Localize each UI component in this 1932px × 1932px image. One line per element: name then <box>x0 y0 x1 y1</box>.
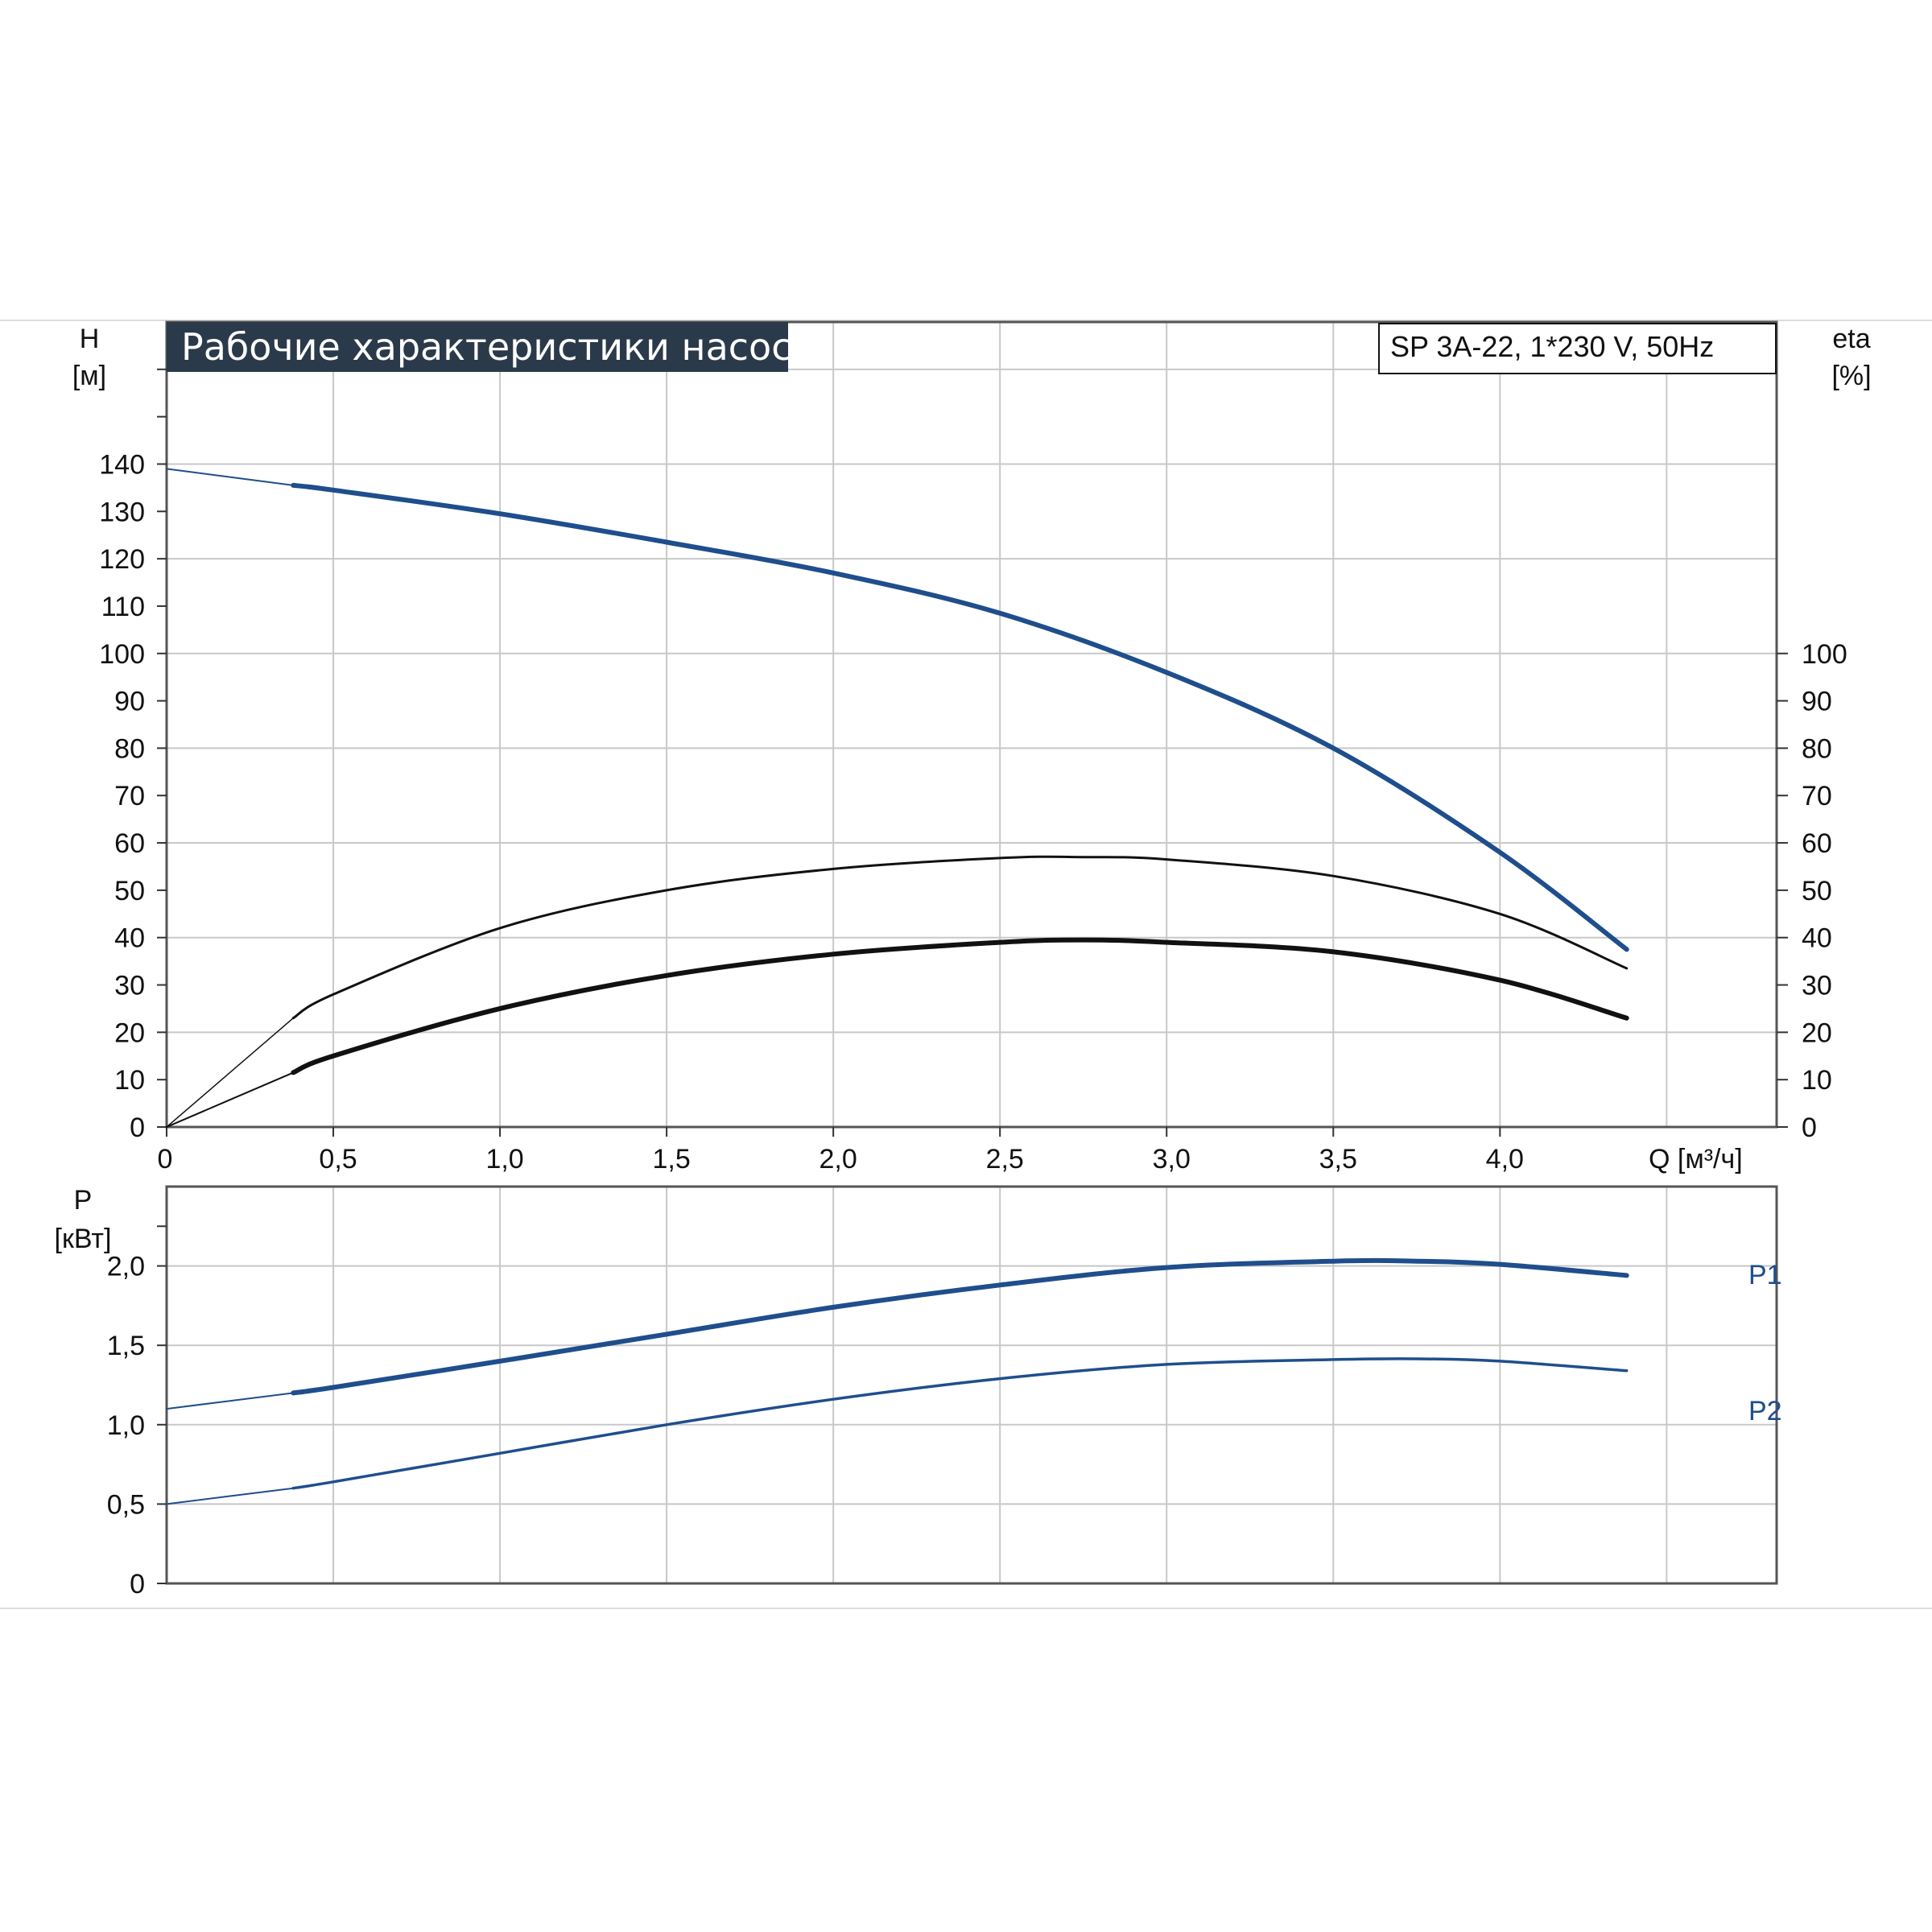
upper-right-tick-label: 40 <box>1802 923 1832 954</box>
upper-left-tick-label: 100 <box>99 639 145 670</box>
x-tick-label: 3,0 <box>1153 1144 1191 1174</box>
left-axis-unit-m: [м] <box>72 361 106 391</box>
upper-left-tick-label: 140 <box>99 449 145 480</box>
x-tick-label: 0,5 <box>319 1144 357 1174</box>
x-axis-label: Q [м³/ч] <box>1649 1144 1743 1174</box>
lower-curves <box>166 1257 1629 1505</box>
upper-right-tick-label: 0 <box>1802 1113 1817 1143</box>
series-label-p2: P2 <box>1748 1396 1782 1426</box>
x-tick-label: 2,0 <box>819 1144 857 1174</box>
upper-left-tick-label: 40 <box>114 923 145 954</box>
right-axis-unit-percent: [%] <box>1831 361 1871 391</box>
upper-plot-frame <box>165 320 1778 1129</box>
upper-left-tick-label: 80 <box>114 733 145 764</box>
upper-right-tick-label: 100 <box>1802 639 1847 670</box>
lower-axis-unit-kw: [кВт] <box>55 1224 112 1254</box>
model-box <box>1378 323 1777 374</box>
x-axis-ticks: 0 0,5 1,0 1,5 2,0 2,5 3,0 3,5 4,0 <box>158 1127 1524 1174</box>
upper-left-tick-label: 130 <box>99 497 145 527</box>
x-tick-label: 4,0 <box>1486 1144 1524 1174</box>
right-axis-label-eta: eta <box>1832 324 1870 354</box>
lower-left-ticks: 0 0,5 1,0 1,5 2,0 <box>107 1225 167 1600</box>
head-curve-thin-segment <box>166 468 295 486</box>
upper-right-ticks: 0 10 20 30 40 50 60 70 80 90 100 <box>1777 639 1847 1143</box>
lower-left-tick-label: 0,5 <box>107 1489 145 1520</box>
p2-curve-thin-segment <box>166 1487 295 1505</box>
upper-right-tick-label: 10 <box>1802 1065 1832 1096</box>
pump-efficiency-curve-line <box>291 855 1629 1020</box>
total-efficiency-curve-line <box>291 937 1629 1075</box>
lower-left-tick-label: 0 <box>130 1569 145 1600</box>
upper-right-tick-label: 70 <box>1802 781 1832 811</box>
lower-left-tick-label: 1,5 <box>107 1331 145 1361</box>
upper-left-ticks: 0 10 20 30 40 50 60 70 80 90 100 110 120 130 140 <box>99 368 167 1143</box>
lower-left-tick-label: 2,0 <box>107 1252 145 1282</box>
upper-left-tick-label: 0 <box>130 1113 145 1143</box>
upper-left-tick-label: 110 <box>101 592 145 622</box>
upper-left-tick-label: 90 <box>114 687 145 717</box>
model-label: SP 3A-22, 1*230 V, 50Hz <box>1390 330 1714 363</box>
x-tick-label: 1,5 <box>652 1144 690 1174</box>
upper-left-tick-label: 60 <box>114 828 145 859</box>
p1-curve-line <box>291 1257 1629 1396</box>
upper-left-tick-label: 30 <box>114 971 145 1001</box>
x-tick-label: 1,0 <box>485 1144 523 1174</box>
head-curve-line <box>291 482 1629 952</box>
lower-grid <box>167 1186 1777 1583</box>
title-box <box>167 322 788 372</box>
upper-right-tick-label: 50 <box>1802 876 1832 906</box>
lower-plot-frame <box>165 1185 1778 1585</box>
upper-left-tick-label: 50 <box>114 876 145 906</box>
p2-curve-line <box>291 1357 1629 1490</box>
chart-title: Рабочие характеристики насоса <box>181 325 815 369</box>
lower-axis-label-p: P <box>74 1185 93 1216</box>
upper-curves <box>166 468 1629 1128</box>
upper-right-tick-label: 80 <box>1802 733 1832 764</box>
p1-curve-thin-segment <box>166 1392 295 1410</box>
upper-right-tick-label: 60 <box>1802 828 1832 859</box>
upper-right-tick-label: 30 <box>1802 971 1832 1001</box>
x-tick-label: 2,5 <box>986 1144 1024 1174</box>
lower-left-tick-label: 1,0 <box>107 1410 145 1441</box>
upper-grid <box>167 322 1777 1127</box>
upper-left-tick-label: 120 <box>99 544 145 575</box>
x-tick-label: 0 <box>158 1144 173 1174</box>
pump-efficiency-curve-thin-segment <box>166 1017 295 1128</box>
upper-left-tick-label: 10 <box>114 1065 145 1096</box>
series-label-p1: P1 <box>1748 1260 1782 1290</box>
upper-left-tick-label: 70 <box>114 781 145 811</box>
upper-left-tick-label: 20 <box>114 1018 145 1048</box>
x-tick-label: 3,5 <box>1319 1144 1357 1174</box>
total-efficiency-curve-thin-segment <box>166 1071 295 1128</box>
left-axis-label-h: H <box>80 324 100 354</box>
upper-right-tick-label: 90 <box>1802 687 1832 717</box>
upper-right-tick-label: 20 <box>1802 1018 1832 1048</box>
